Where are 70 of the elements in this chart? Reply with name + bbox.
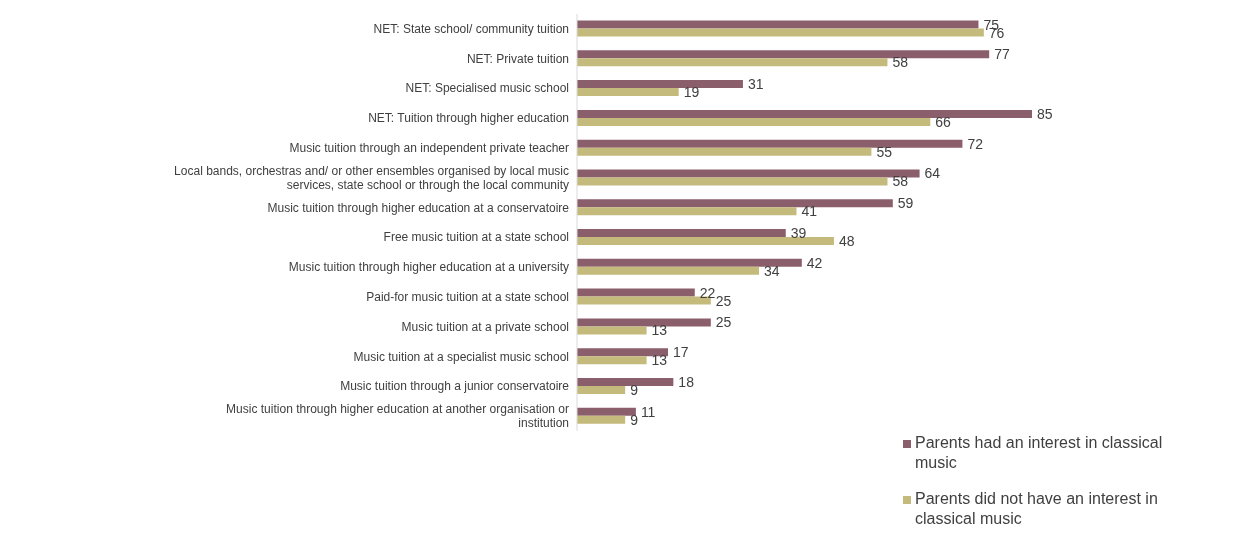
bar — [577, 237, 834, 246]
bar — [577, 318, 711, 327]
data-label: 25 — [715, 314, 732, 331]
data-label: 39 — [790, 225, 807, 242]
y-tick-label: Free music tuition at a state school — [383, 230, 569, 245]
bar — [577, 80, 743, 89]
bar — [577, 199, 893, 208]
bar — [577, 326, 647, 335]
y-tick-label: Music tuition through higher education at a university — [288, 260, 569, 275]
data-label: 58 — [892, 173, 909, 190]
bar — [577, 139, 963, 148]
bar — [577, 296, 711, 305]
data-label: 13 — [651, 352, 668, 369]
bar — [577, 348, 668, 357]
bar — [577, 28, 984, 37]
bar — [577, 229, 786, 238]
y-tick-label: Music tuition through a junior conservatoire — [340, 379, 570, 394]
bar — [577, 20, 979, 29]
y-tick-label: Music tuition at a private school — [401, 319, 569, 334]
bar — [577, 117, 931, 126]
data-label: 64 — [924, 165, 941, 182]
data-label: 17 — [673, 344, 689, 361]
data-label: 72 — [967, 135, 984, 152]
data-label: 34 — [764, 262, 780, 279]
y-tick-label: Music tuition through an independent private teacher — [289, 141, 569, 156]
bar — [577, 288, 695, 297]
bar — [577, 356, 647, 365]
y-tick-label: Local bands, orchestras and/ or other ensembles organised by local music services, state school or through the local community — [174, 163, 569, 192]
y-tick-label: Music tuition through higher education at another organisation or institution — [226, 402, 569, 431]
bar — [577, 50, 990, 59]
y-tick-label: Music tuition through higher education at a conservatoire — [267, 200, 570, 215]
bar — [577, 58, 888, 67]
data-label: 22 — [699, 284, 716, 301]
y-tick-label: NET: Specialised music school — [405, 81, 569, 96]
y-tick-label: NET: State school/ community tuition — [373, 21, 569, 36]
y-tick-label: Paid-for music tuition at a state school — [366, 289, 569, 304]
data-label: 19 — [683, 84, 700, 101]
data-label: 11 — [640, 403, 656, 420]
data-label: 77 — [994, 46, 1010, 63]
data-label: 58 — [892, 54, 909, 71]
bar — [577, 385, 626, 394]
data-label: 41 — [801, 203, 818, 220]
data-label: 85 — [1037, 105, 1053, 122]
data-label: 31 — [747, 76, 764, 93]
bar — [577, 377, 674, 386]
bar — [577, 109, 1032, 118]
bar — [577, 88, 679, 97]
legend-label: Parents had an interest in classical music — [915, 433, 1164, 473]
data-label: 59 — [897, 195, 914, 212]
data-label: 18 — [678, 373, 695, 390]
bar — [577, 266, 759, 275]
data-label: 42 — [806, 254, 823, 271]
y-tick-label: NET: Private tuition — [466, 51, 569, 66]
bar — [577, 407, 636, 416]
bar — [577, 147, 872, 156]
bar — [577, 177, 888, 186]
data-label: 25 — [715, 292, 732, 309]
data-label: 9 — [630, 381, 639, 398]
data-label: 9 — [630, 411, 639, 428]
y-tick-label: NET: Tuition through higher education — [368, 111, 569, 126]
bar — [577, 207, 797, 216]
data-label: 55 — [876, 143, 893, 160]
legend-label: Parents did not have an interest in classical music — [915, 489, 1159, 529]
data-label: 13 — [651, 322, 668, 339]
bar — [577, 415, 626, 424]
bar — [577, 169, 920, 178]
y-tick-label: Music tuition at a specialist music school — [353, 349, 569, 364]
data-label: 66 — [935, 113, 952, 130]
data-label: 48 — [838, 233, 855, 250]
bar — [577, 258, 802, 267]
